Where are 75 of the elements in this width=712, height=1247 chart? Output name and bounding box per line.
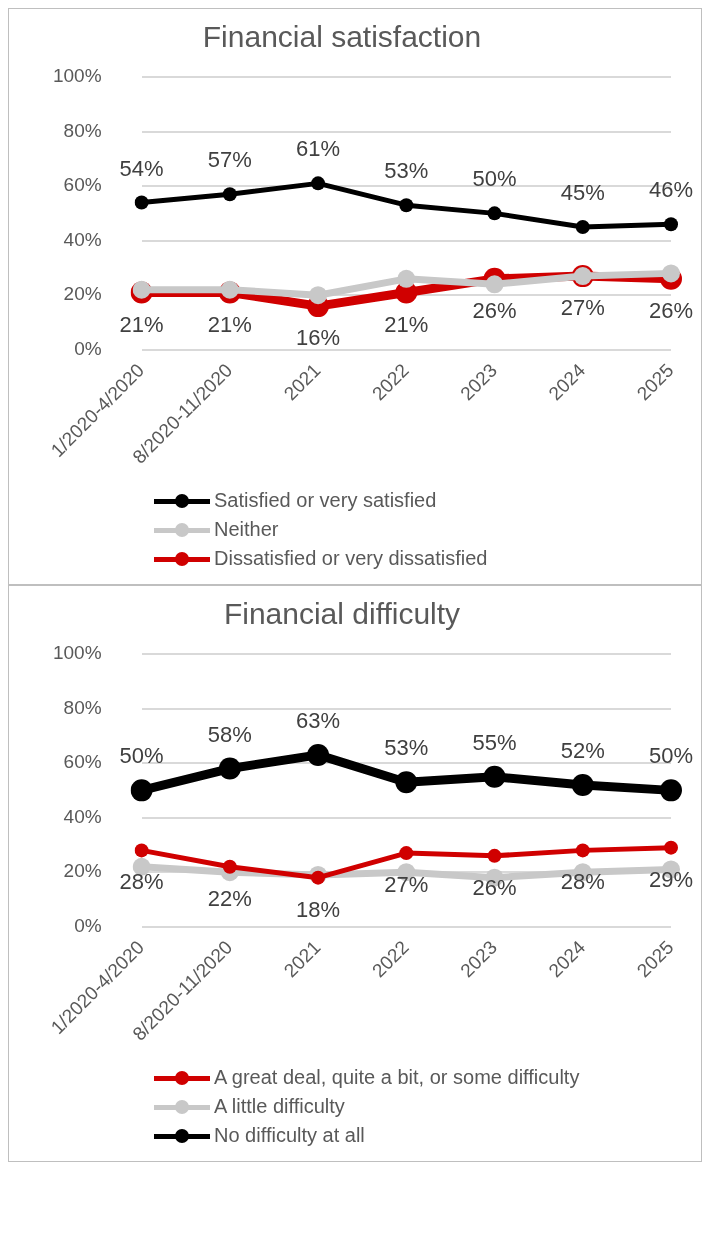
point — [483, 765, 506, 788]
data-label: 57% — [207, 147, 252, 173]
y-tick-label: 60% — [63, 174, 102, 196]
y-tick-label: 80% — [63, 696, 102, 718]
y-tick-label: 100% — [52, 642, 102, 664]
y-tick-label: 20% — [63, 860, 102, 882]
data-label: 26% — [472, 297, 517, 323]
chart-title: Financial difficulty — [223, 597, 461, 631]
data-label: 21% — [384, 311, 429, 337]
y-tick-label: 0% — [74, 337, 102, 359]
data-label: 50% — [472, 166, 517, 192]
data-label: 58% — [207, 721, 252, 747]
point — [575, 220, 590, 235]
point — [307, 743, 330, 766]
data-label: 29% — [648, 866, 694, 892]
point — [664, 217, 678, 232]
point — [575, 843, 590, 858]
legend-label: A great deal, quite a bit, or some difficulty — [214, 1066, 580, 1089]
point — [664, 840, 678, 855]
data-label: 27% — [560, 295, 605, 321]
legend-label: Neither — [214, 518, 279, 541]
data-label: 27% — [384, 872, 429, 898]
data-label: 50% — [648, 743, 694, 769]
chart-title: Financial satisfaction — [202, 20, 482, 54]
data-label: 52% — [560, 737, 605, 763]
point — [399, 198, 414, 213]
data-label: 16% — [296, 325, 341, 351]
data-label: 53% — [384, 735, 429, 761]
point — [222, 187, 237, 202]
point — [487, 206, 502, 221]
data-label: 46% — [648, 177, 694, 203]
point — [487, 848, 502, 863]
data-label: 26% — [472, 874, 517, 900]
point — [222, 859, 237, 874]
y-tick-label: 20% — [63, 283, 102, 305]
data-label: 53% — [384, 158, 429, 184]
point — [134, 195, 149, 210]
data-label: 22% — [207, 885, 252, 911]
point — [134, 843, 149, 858]
point — [130, 779, 153, 802]
legend-label: A little difficulty — [214, 1095, 345, 1118]
data-label: 21% — [119, 311, 164, 337]
point — [395, 771, 418, 794]
data-label: 18% — [296, 896, 341, 922]
data-label: 55% — [472, 729, 517, 755]
data-label: 50% — [119, 743, 164, 769]
data-label: 28% — [560, 869, 605, 895]
y-tick-label: 0% — [74, 914, 102, 936]
point — [311, 870, 326, 885]
point — [132, 280, 151, 299]
point — [311, 176, 326, 191]
data-label: 54% — [119, 155, 164, 181]
point — [485, 275, 504, 294]
point — [660, 779, 682, 802]
point — [399, 846, 414, 861]
point — [662, 264, 680, 283]
y-tick-label: 40% — [63, 228, 102, 250]
y-tick-label: 60% — [63, 751, 102, 773]
data-label: 26% — [648, 297, 694, 323]
point — [309, 286, 328, 305]
point — [397, 269, 416, 288]
point — [220, 280, 239, 299]
point — [218, 757, 241, 780]
y-tick-label: 40% — [63, 805, 102, 827]
y-tick-label: 100% — [52, 65, 102, 87]
data-label: 61% — [296, 136, 341, 162]
data-label: 28% — [119, 869, 164, 895]
data-label: 63% — [296, 707, 341, 733]
point — [571, 773, 594, 796]
legend-label: Satisfied or very satisfied — [214, 489, 437, 512]
y-tick-label: 80% — [63, 119, 102, 141]
data-label: 21% — [207, 311, 252, 337]
legend-label: Dissatisfied or very dissatisfied — [214, 547, 488, 570]
data-label: 45% — [560, 180, 605, 206]
legend-label: No difficulty at all — [214, 1124, 365, 1147]
